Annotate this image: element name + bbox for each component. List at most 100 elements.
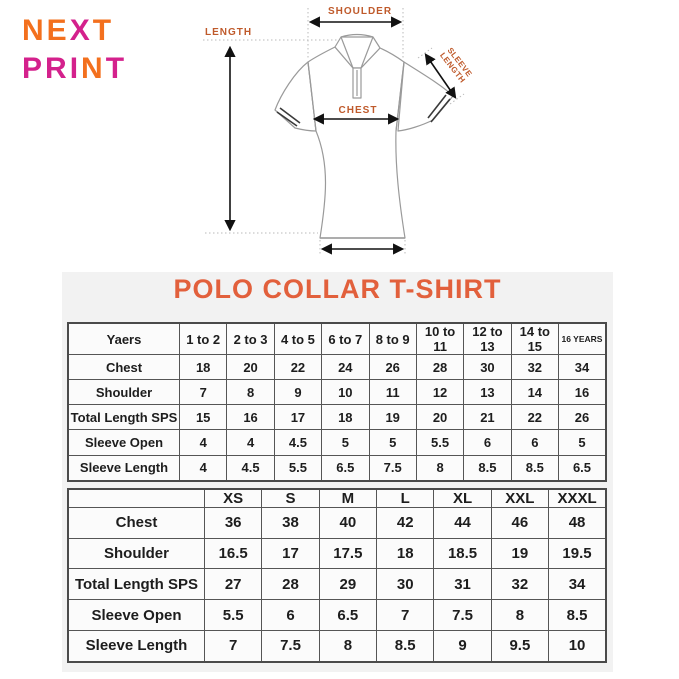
size-value-cell: 40 (318, 507, 378, 539)
size-value-cell: 17.5 (318, 537, 378, 570)
adult-size-table-header: XS S M L XL XXL XXXL (67, 488, 607, 508)
logo-letter: N (22, 14, 47, 47)
adult-size-table-body: Chest 36 38 40 42 44 46 48 Shoulder 16.5 17 17.5 18 1… (67, 507, 607, 663)
row-label: Shoulder (67, 379, 180, 406)
column-header: Yaers (67, 322, 180, 355)
length-label: LENGTH (205, 27, 253, 38)
column-header: 12 to 13 (463, 322, 512, 355)
table-row: Sleeve Length 7 7.5 8 8.5 9 9.5 10 (67, 629, 607, 663)
size-value-cell: 6 (510, 429, 560, 456)
row-label: Sleeve Length (67, 454, 180, 482)
size-value-cell: 48 (548, 507, 607, 539)
size-value-cell: 4 (178, 429, 228, 456)
size-value-cell: 4.5 (273, 429, 323, 456)
size-value-cell: 8 (490, 599, 550, 631)
size-value-cell: 24 (321, 353, 370, 381)
size-value-cell: 10 (548, 629, 607, 663)
size-value-cell: 28 (415, 353, 465, 381)
column-header: XL (433, 488, 492, 508)
size-value-cell: 9 (273, 379, 323, 406)
size-value-cell: 31 (433, 568, 492, 601)
table-row: Shoulder 16.5 17 17.5 18 18.5 19 19.5 (67, 537, 607, 570)
logo-letter: N (81, 51, 106, 85)
column-header: XXXL (548, 488, 607, 508)
logo-letter: T (92, 14, 115, 47)
size-value-cell: 6.5 (318, 599, 378, 631)
size-value-cell: 7 (203, 629, 263, 663)
size-value-cell: 18 (376, 537, 435, 570)
size-value-cell: 5 (368, 429, 417, 456)
size-value-cell: 26 (368, 353, 417, 381)
column-header (67, 488, 205, 508)
logo-letter: E (46, 14, 70, 47)
column-header: 6 to 7 (321, 322, 370, 355)
size-value-cell: 9 (433, 629, 492, 663)
size-value-cell: 27 (203, 568, 263, 601)
size-value-cell: 42 (376, 507, 435, 539)
size-value-cell: 28 (261, 568, 320, 601)
size-value-cell: 18 (178, 353, 228, 381)
size-value-cell: 44 (433, 507, 492, 539)
kids-size-table-body: Chest 18 20 22 24 26 28 30 32 34 Shoulder 7 8 9 10 11 12… (67, 353, 607, 482)
shoulder-label: SHOULDER (327, 6, 393, 17)
size-value-cell: 13 (463, 379, 512, 406)
size-value-cell: 16.5 (203, 537, 263, 570)
column-header: 10 to 11 (415, 322, 465, 355)
size-value-cell: 8 (226, 379, 275, 406)
size-value-cell: 34 (548, 568, 607, 601)
brand-logo: NEXT PRINT (22, 12, 127, 87)
size-value-cell: 8.5 (548, 599, 607, 631)
size-value-cell: 7.5 (433, 599, 492, 631)
row-label: Chest (67, 507, 205, 539)
adult-size-table: XS S M L XL XXL XXXL Chest 36 38 40 42 44 46 48 Should… (67, 488, 607, 663)
row-label: Sleeve Open (67, 599, 205, 631)
column-header: L (376, 488, 435, 508)
size-value-cell: 7 (376, 599, 435, 631)
measurement-arrows (224, 16, 457, 255)
size-value-cell: 7.5 (368, 454, 417, 482)
size-value-cell: 4 (226, 429, 275, 456)
column-header: 4 to 5 (273, 322, 323, 355)
size-value-cell: 4.5 (226, 454, 275, 482)
size-value-cell: 17 (261, 537, 320, 570)
row-label: Sleeve Open (67, 429, 180, 456)
row-label: Sleeve Length (67, 629, 205, 663)
column-header: XXL (490, 488, 550, 508)
size-value-cell: 16 (558, 379, 607, 406)
table-row: Chest 18 20 22 24 26 28 30 32 34 (67, 353, 607, 381)
logo-letter: T (105, 51, 128, 85)
size-value-cell: 5.5 (273, 454, 323, 482)
size-value-cell: 20 (226, 353, 275, 381)
logo-letter: P (22, 51, 46, 85)
size-value-cell: 32 (490, 568, 550, 601)
size-value-cell: 5.5 (415, 429, 465, 456)
size-value-cell: 15 (178, 404, 228, 431)
column-header: 16 YEARS (558, 322, 607, 355)
header-row: XS S M L XL XXL XXXL (67, 488, 607, 508)
chest-label: CHEST (338, 105, 378, 116)
row-label: Chest (67, 353, 180, 381)
column-header: 1 to 2 (178, 322, 228, 355)
shirt-outline (274, 33, 454, 239)
size-value-cell: 8 (318, 629, 378, 663)
column-header: XS (203, 488, 263, 508)
size-value-cell: 20 (415, 404, 465, 431)
column-header: 2 to 3 (226, 322, 275, 355)
size-value-cell: 7 (178, 379, 228, 406)
size-value-cell: 5.5 (203, 599, 263, 631)
size-value-cell: 36 (203, 507, 263, 539)
size-value-cell: 17 (273, 404, 323, 431)
row-label: Total Length SPS (67, 568, 205, 601)
size-value-cell: 6 (261, 599, 320, 631)
size-value-cell: 6.5 (558, 454, 607, 482)
size-value-cell: 30 (463, 353, 512, 381)
size-value-cell: 29 (318, 568, 378, 601)
size-value-cell: 4 (178, 454, 228, 482)
logo-letter: X (69, 14, 93, 47)
size-value-cell: 19 (368, 404, 417, 431)
size-value-cell: 5 (321, 429, 370, 456)
column-header: 8 to 9 (368, 322, 417, 355)
